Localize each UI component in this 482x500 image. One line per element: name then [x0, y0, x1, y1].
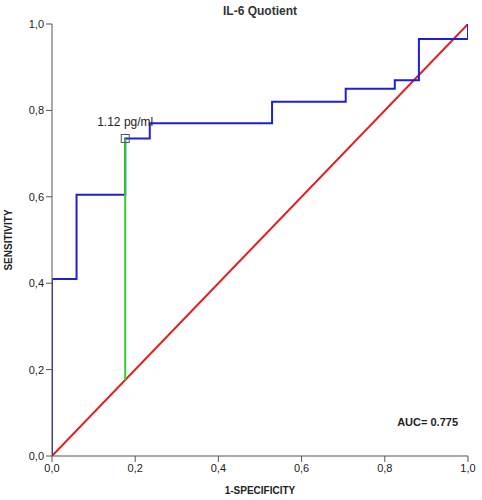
svg-text:0,4: 0,4	[211, 462, 226, 474]
html-text:AUC= 0.775: AUC= 0.775	[397, 416, 458, 428]
svg-text:SENSITIVITY: SENSITIVITY	[8, 209, 14, 270]
svg-text:0,6: 0,6	[294, 462, 309, 474]
svg-text:1.12 pg/ml: 1.12 pg/ml	[97, 115, 153, 129]
svg-text:0,4: 0,4	[29, 277, 44, 289]
svg-text:0,8: 0,8	[29, 104, 44, 116]
html-text:IL-6 Quotient: IL-6 Quotient	[223, 4, 297, 18]
svg-text:1,0: 1,0	[460, 462, 474, 474]
svg-text:0,6: 0,6	[29, 191, 44, 203]
svg-text:0,2: 0,2	[29, 364, 44, 376]
svg-text:1,0: 1,0	[29, 18, 44, 30]
svg-text:0,0: 0,0	[44, 462, 59, 474]
svg-text:0,8: 0,8	[377, 462, 392, 474]
svg-text:1-SPECIFICITY: 1-SPECIFICITY	[225, 485, 296, 496]
svg-text:0,0: 0,0	[29, 450, 44, 462]
svg-text:0,2: 0,2	[128, 462, 143, 474]
